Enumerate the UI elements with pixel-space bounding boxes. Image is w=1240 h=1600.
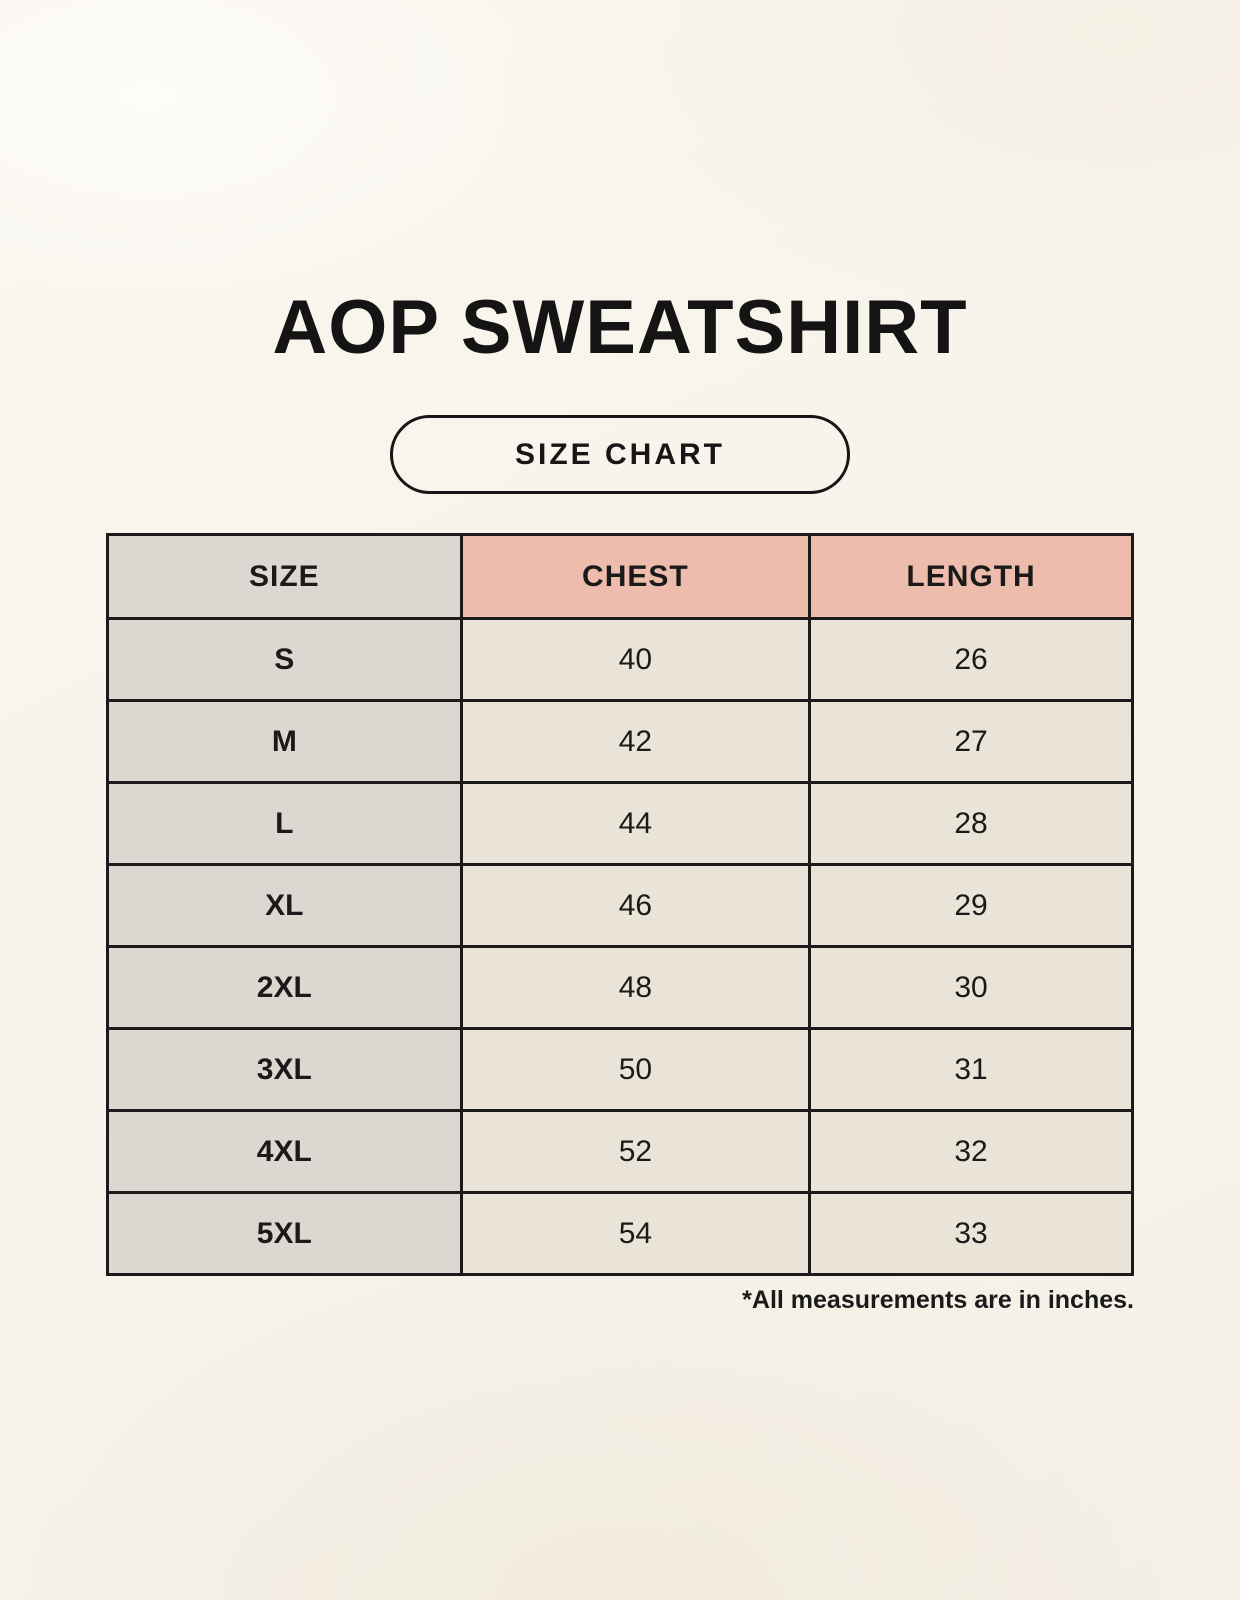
size-cell: XL xyxy=(106,863,463,948)
size-table: SIZE CHEST LENGTH S 40 26 M 42 27 L 44 2… xyxy=(106,533,1134,1276)
length-cell: 32 xyxy=(808,1109,1134,1194)
table-row: S 40 26 xyxy=(106,617,1134,702)
length-cell: 27 xyxy=(808,699,1134,784)
chest-cell: 40 xyxy=(459,617,812,702)
measurements-footnote: *All measurements are in inches. xyxy=(742,1286,1134,1314)
header-cell-size: SIZE xyxy=(106,533,463,620)
table-row: 3XL 50 31 xyxy=(106,1027,1134,1112)
table-row: L 44 28 xyxy=(106,781,1134,866)
size-chart-badge: SIZE CHART xyxy=(390,415,850,494)
table-header-row: SIZE CHEST LENGTH xyxy=(106,533,1134,620)
chest-cell: 52 xyxy=(459,1109,812,1194)
chest-cell: 42 xyxy=(459,699,812,784)
chest-cell: 46 xyxy=(459,863,812,948)
chest-cell: 44 xyxy=(459,781,812,866)
size-cell: 4XL xyxy=(106,1109,463,1194)
chest-cell: 50 xyxy=(459,1027,812,1112)
length-cell: 29 xyxy=(808,863,1134,948)
size-cell: 2XL xyxy=(106,945,463,1030)
size-chart-badge-label: SIZE CHART xyxy=(515,437,725,471)
chest-cell: 48 xyxy=(459,945,812,1030)
length-cell: 30 xyxy=(808,945,1134,1030)
length-cell: 28 xyxy=(808,781,1134,866)
size-cell: M xyxy=(106,699,463,784)
table-row: 4XL 52 32 xyxy=(106,1109,1134,1194)
size-cell: S xyxy=(106,617,463,702)
length-cell: 31 xyxy=(808,1027,1134,1112)
page-title: AOP SWEATSHIRT xyxy=(272,285,968,370)
table-row: 2XL 48 30 xyxy=(106,945,1134,1030)
size-cell: 3XL xyxy=(106,1027,463,1112)
header-cell-length: LENGTH xyxy=(808,533,1134,620)
header-cell-chest: CHEST xyxy=(459,533,812,620)
size-cell: L xyxy=(106,781,463,866)
table-row: M 42 27 xyxy=(106,699,1134,784)
size-cell: 5XL xyxy=(106,1191,463,1276)
table-row: 5XL 54 33 xyxy=(106,1191,1134,1276)
chest-cell: 54 xyxy=(459,1191,812,1276)
length-cell: 33 xyxy=(808,1191,1134,1276)
table-row: XL 46 29 xyxy=(106,863,1134,948)
length-cell: 26 xyxy=(808,617,1134,702)
